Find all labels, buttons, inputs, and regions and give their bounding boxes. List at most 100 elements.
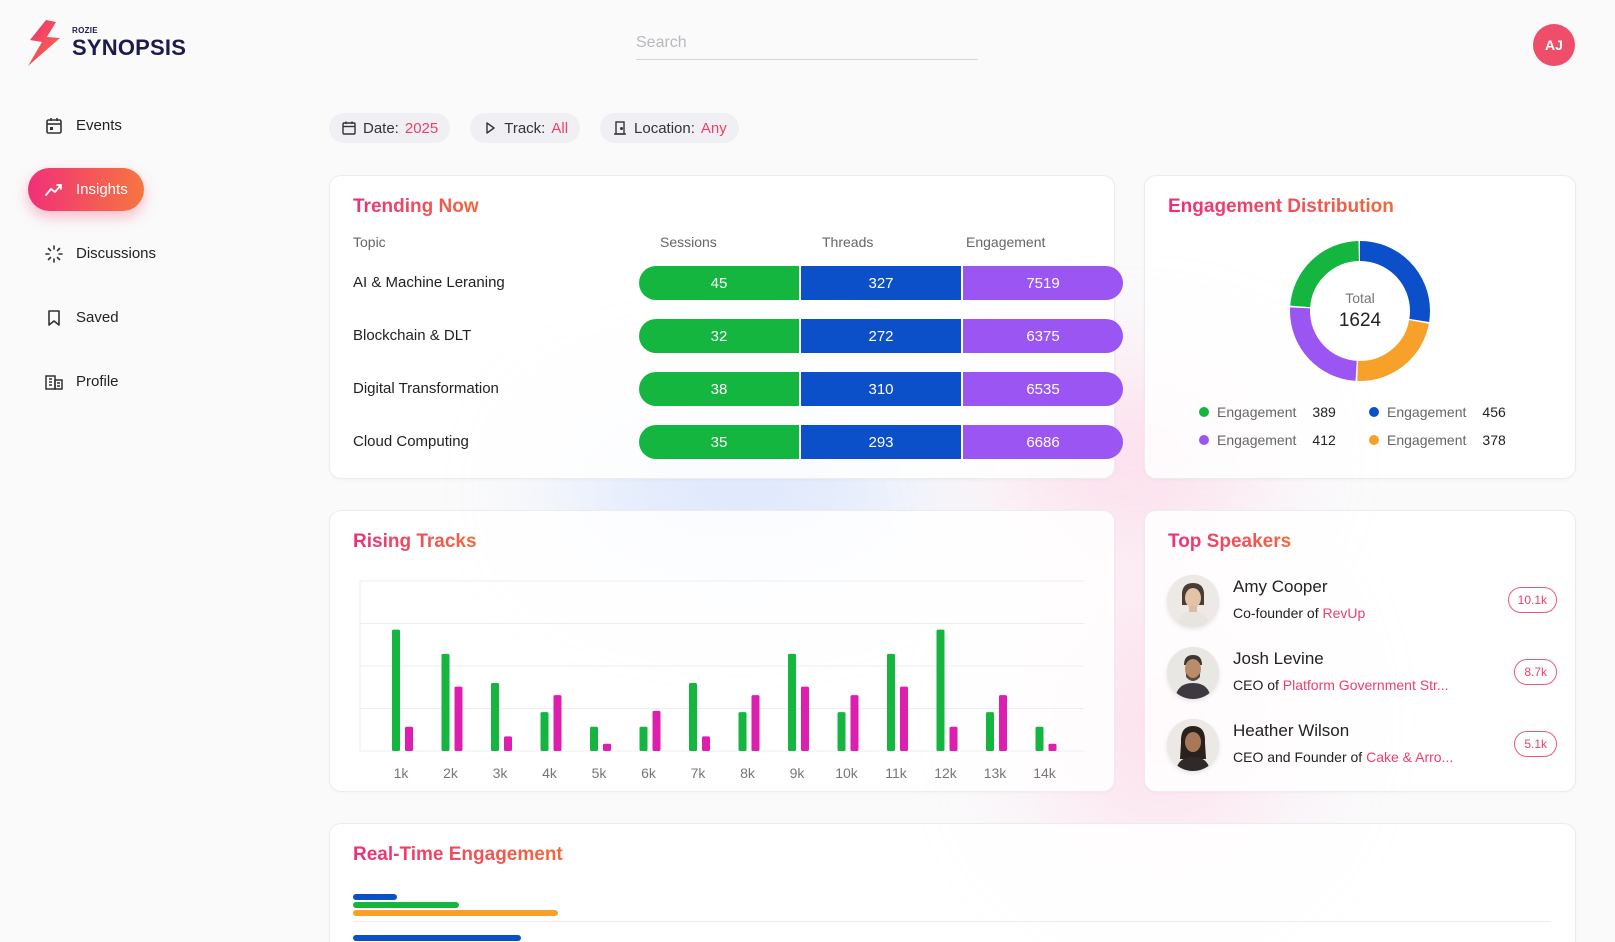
legend-item[interactable]: Engagement 378 [1369, 432, 1539, 448]
bar-green-9k[interactable] [788, 653, 796, 751]
bar-magenta-9k[interactable] [801, 686, 809, 751]
brand-logo[interactable]: ROZIE SYNOPSIS [26, 20, 186, 66]
top-speakers-card: Top Speakers Amy Cooper Co-founder of Re… [1144, 510, 1576, 792]
sessions-value: 32 [639, 319, 799, 353]
x-tick-label: 11k [885, 765, 908, 781]
bar-magenta-8k[interactable] [751, 695, 760, 751]
bar-green-1k[interactable] [392, 629, 400, 751]
person-avatar-icon [1167, 575, 1219, 627]
bar-green-12k[interactable] [936, 629, 945, 751]
bar-green-4k[interactable] [540, 712, 549, 751]
donut-slice[interactable] [1290, 241, 1430, 381]
sidebar-item-events[interactable]: Events [28, 104, 138, 147]
brand-name: SYNOPSIS [72, 35, 187, 60]
bar-magenta-11k[interactable] [900, 686, 908, 751]
threads-value: 293 [801, 425, 961, 459]
bar-green-3k[interactable] [491, 683, 499, 751]
bar-magenta-13k[interactable] [999, 695, 1007, 751]
sidebar-item-label: Events [76, 117, 122, 134]
filter-label: Track: [504, 119, 546, 137]
bar-magenta-12k[interactable] [949, 726, 958, 751]
sparkle-icon [45, 244, 63, 263]
user-avatar[interactable]: AJ [1533, 24, 1575, 66]
engagement-value: 6375 [963, 319, 1123, 353]
bar-green-11k[interactable] [887, 653, 895, 751]
bar-magenta-3k[interactable] [504, 736, 512, 751]
card-title: Real-Time Engagement [353, 844, 563, 865]
table-row[interactable]: Digital Transformation 38 310 6535 [353, 372, 1123, 406]
legend-item[interactable]: Engagement 412 [1199, 432, 1369, 448]
realtime-bar-orange [353, 910, 558, 916]
company-link[interactable]: RevUp [1322, 605, 1366, 621]
date-filter[interactable]: Date: 2025 [329, 113, 451, 143]
search-input[interactable] [636, 26, 978, 60]
legend-dot [1369, 435, 1379, 445]
metric-bar: 32 272 6375 [639, 319, 1123, 353]
sidebar-item-saved[interactable]: Saved [28, 296, 135, 339]
role-text: CEO of [1233, 677, 1279, 693]
table-row[interactable]: Cloud Computing 35 293 6686 [353, 425, 1123, 459]
total-value: 1624 [1338, 310, 1382, 331]
calendar-icon [46, 117, 62, 134]
column-header-threads: Threads [822, 234, 874, 250]
bar-magenta-1k[interactable] [405, 726, 413, 751]
speaker-item[interactable]: Amy Cooper Co-founder of RevUp 10.1k [1167, 575, 1557, 631]
bar-green-14k[interactable] [1035, 726, 1044, 751]
calendar-icon [342, 121, 356, 135]
legend-item[interactable]: Engagement 389 [1199, 404, 1369, 420]
sessions-value: 45 [639, 266, 799, 300]
brand-small-text: ROZIE [72, 26, 98, 35]
track-filter[interactable]: Track: All [470, 113, 581, 143]
filter-label: Date: [363, 119, 399, 137]
table-row[interactable]: Blockchain & DLT 32 272 6375 [353, 319, 1123, 353]
sessions-value: 35 [639, 425, 799, 459]
table-row[interactable]: AI & Machine Leraning 45 327 7519 [353, 266, 1123, 300]
legend-label: Engagement [1387, 404, 1467, 420]
sidebar-item-profile[interactable]: Profile [28, 360, 135, 403]
sidebar-item-discussions[interactable]: Discussions [28, 232, 172, 275]
x-tick-label: 4k [542, 765, 558, 781]
engagement-value: 7519 [963, 266, 1123, 300]
donut-slice[interactable] [1290, 241, 1430, 381]
filter-value: All [551, 119, 569, 137]
sidebar-item-label: Discussions [76, 245, 157, 262]
column-header-sessions: Sessions [660, 234, 717, 250]
donut-legend: Engagement 389 Engagement 456 Engagement 41… [1199, 404, 1539, 448]
legend-label: Engagement [1387, 432, 1467, 448]
legend-label: Engagement [1217, 404, 1297, 420]
bar-green-8k[interactable] [738, 712, 747, 751]
bar-magenta-10k[interactable] [850, 695, 859, 751]
column-header-engagement: Engagement [966, 234, 1046, 250]
filter-bar: Date: 2025 Track: All Location: Any [329, 113, 739, 143]
bar-green-10k[interactable] [837, 712, 846, 751]
legend-label: Engagement [1217, 432, 1297, 448]
speaker-item[interactable]: Heather Wilson CEO and Founder of Cake &… [1167, 719, 1557, 775]
speaker-badge: 5.1k [1514, 731, 1557, 757]
donut-chart[interactable]: Total 1624 [1289, 240, 1431, 382]
bar-magenta-2k[interactable] [454, 686, 463, 751]
bar-magenta-7k[interactable] [702, 736, 710, 751]
bar-green-13k[interactable] [986, 712, 994, 751]
speaker-item[interactable]: Josh Levine CEO of Platform Government S… [1167, 647, 1557, 703]
bar-magenta-5k[interactable] [603, 743, 611, 751]
bar-green-2k[interactable] [441, 653, 450, 751]
sidebar-item-insights[interactable]: Insights [28, 168, 144, 211]
bar-magenta-4k[interactable] [553, 695, 562, 751]
sidebar-item-label: Profile [76, 373, 119, 390]
speaker-name: Heather Wilson [1233, 721, 1350, 740]
donut-slice[interactable] [1290, 241, 1430, 381]
filter-label: Location: [634, 119, 695, 137]
location-filter[interactable]: Location: Any [600, 113, 739, 143]
company-link[interactable]: Platform Government Str... [1282, 677, 1449, 693]
company-link[interactable]: Cake & Arro... [1366, 749, 1454, 765]
bar-green-6k[interactable] [639, 726, 648, 751]
bar-magenta-6k[interactable] [652, 710, 661, 751]
legend-item[interactable]: Engagement 456 [1369, 404, 1539, 420]
bar-green-7k[interactable] [689, 683, 697, 751]
threads-value: 272 [801, 319, 961, 353]
rising-tracks-chart: 1k 2k 3k 4k 5k 6k 7k 8k 9k 10k 11k 12k 13k 14k [359, 580, 1084, 781]
bar-magenta-14k[interactable] [1048, 743, 1057, 751]
bar-green-5k[interactable] [590, 726, 598, 751]
topic-name: Digital Transformation [353, 380, 499, 397]
legend-dot [1369, 407, 1379, 417]
